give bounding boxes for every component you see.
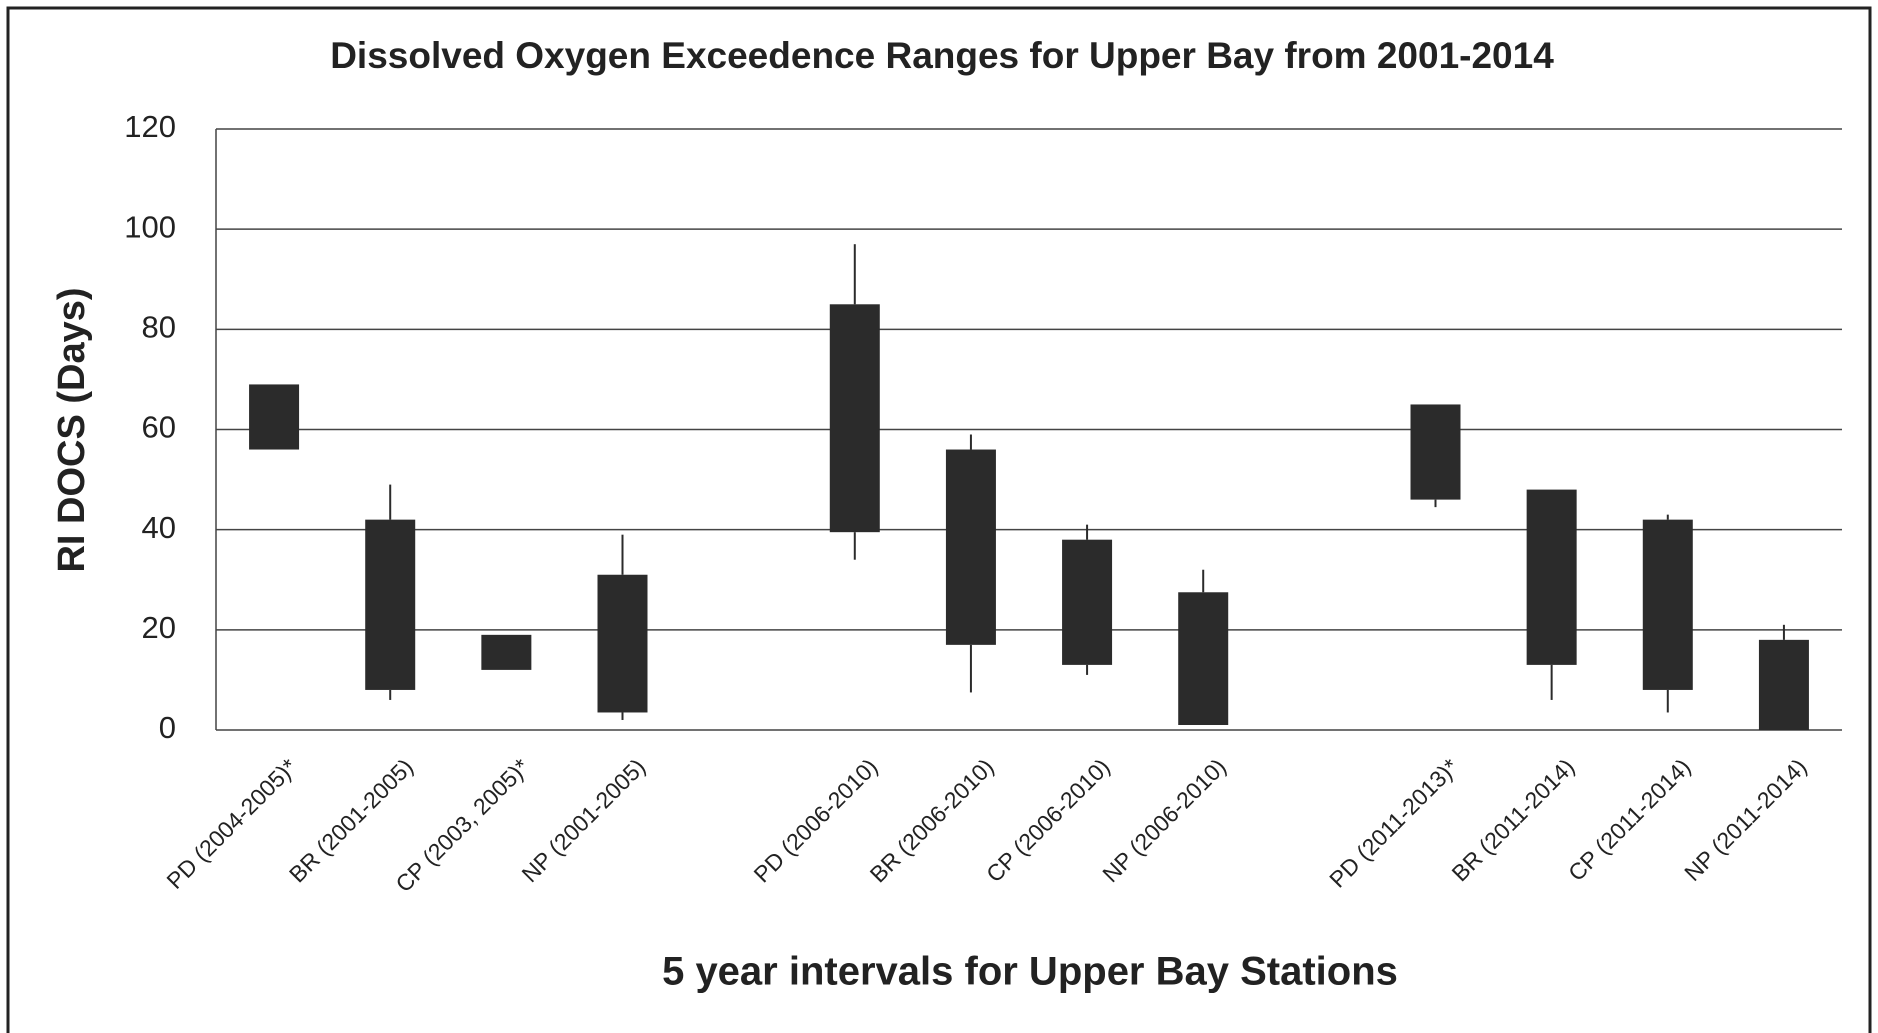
y-tick-label: 60: [142, 410, 176, 445]
x-tick-label: CP (2011-2014): [1563, 753, 1696, 886]
x-tick-label: NP (2011-2014): [1679, 753, 1812, 886]
x-tick-label: PD (2011-2013)*: [1324, 753, 1463, 892]
y-axis-label: RI DOCS (Days): [51, 287, 93, 572]
x-tick-label: NP (2001-2005): [517, 753, 651, 887]
x-tick-label: PD (2004-2005)*: [161, 753, 301, 893]
box: [1410, 404, 1461, 500]
chart-title: Dissolved Oxygen Exceedence Ranges for U…: [330, 35, 1554, 76]
box: [249, 384, 300, 450]
box: [597, 574, 648, 713]
y-tick-label: 120: [124, 109, 176, 144]
y-tick-label: 0: [159, 710, 176, 745]
box: [945, 449, 996, 645]
box: [481, 634, 532, 670]
x-tick-label: BR (2006-2010): [865, 753, 999, 887]
y-tick-label: 100: [124, 209, 176, 244]
box: [1526, 489, 1577, 665]
box: [1642, 519, 1693, 690]
y-tick-label: 20: [142, 610, 176, 645]
x-tick-label: PD (2006-2010): [749, 753, 883, 887]
chart-border: [6, 6, 1872, 1033]
y-tick-label: 80: [142, 310, 176, 345]
box: [829, 304, 880, 533]
box: [365, 519, 416, 690]
x-tick-label: BR (2011-2014): [1447, 753, 1580, 886]
box: [1178, 592, 1229, 725]
x-tick-label: CP (2006-2010): [981, 753, 1115, 887]
x-tick-label: BR (2001-2005): [284, 753, 418, 887]
y-tick-label: 40: [142, 510, 176, 545]
box: [1758, 639, 1809, 730]
x-tick-label: NP (2006-2010): [1097, 753, 1231, 887]
box: [1062, 539, 1113, 665]
x-axis-label: 5 year intervals for Upper Bay Stations: [662, 950, 1398, 994]
